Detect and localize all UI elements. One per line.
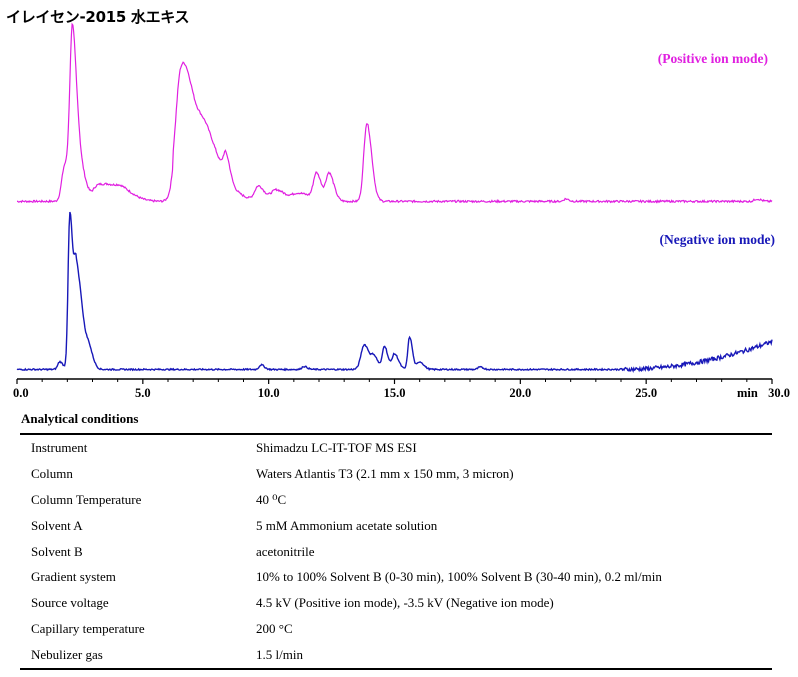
x-tick-label: 20.0	[509, 386, 531, 400]
condition-name: Column Temperature	[31, 491, 142, 507]
table-row: Nebulizer gas 1.5 l/min	[20, 642, 772, 669]
condition-name: Capillary temperature	[31, 621, 145, 637]
table-row: Column Temperature 40 ⁰C	[20, 487, 772, 513]
table-row: Gradient system 10% to 100% Solvent B (0-…	[20, 564, 772, 590]
condition-value: 10% to 100% Solvent B (0-30 min), 100% S…	[256, 569, 662, 585]
analytical-conditions: Analytical conditions Instrument Shimadzu…	[20, 411, 772, 671]
conditions-title: Analytical conditions	[21, 411, 139, 426]
table-row: Column Waters Atlantis T3 (2.1 mm x 150 m…	[20, 461, 772, 487]
condition-name: Nebulizer gas	[31, 647, 103, 663]
condition-name: Source voltage	[31, 595, 109, 611]
x-axis-ticks: 0.0 5.0 10.0 15.0 20.0 25.0 30.0	[13, 379, 790, 400]
condition-value: 200 °C	[256, 621, 293, 637]
table-row: Instrument Shimadzu LC-IT-TOF MS ESI	[20, 434, 772, 461]
figure-title: イレイセン-2015 水エキス	[6, 8, 190, 26]
condition-value: Waters Atlantis T3 (2.1 mm x 150 mm, 3 m…	[256, 465, 514, 481]
x-tick-label: 10.0	[258, 386, 280, 400]
table-row: Source voltage 4.5 kV (Positive ion mode)…	[20, 590, 772, 616]
table-row: Solvent B acetonitrile	[20, 539, 772, 565]
positive-series-label: (Positive ion mode)	[658, 51, 768, 66]
x-tick-label: 30.0	[768, 386, 790, 400]
x-tick-label: 15.0	[384, 386, 406, 400]
conditions-table: Instrument Shimadzu LC-IT-TOF MS ESI Colum…	[20, 433, 772, 671]
table-row: Capillary temperature 200 °C	[20, 616, 772, 642]
condition-value: 40 ⁰C	[256, 491, 287, 507]
condition-name: Column	[31, 465, 73, 481]
condition-value: 1.5 l/min	[256, 647, 303, 663]
negative-series-label: (Negative ion mode)	[660, 232, 775, 247]
negative-ion-trace	[16, 211, 773, 373]
table-row: Solvent A 5 mM Ammonium acetate solution	[20, 513, 772, 539]
condition-name: Solvent A	[31, 517, 83, 533]
condition-value: acetonitrile	[256, 543, 315, 559]
positive-ion-trace	[16, 22, 773, 204]
condition-value: 5 mM Ammonium acetate solution	[256, 517, 438, 533]
condition-value: 4.5 kV (Positive ion mode), -3.5 kV (Neg…	[256, 595, 554, 611]
condition-name: Solvent B	[31, 543, 83, 559]
x-tick-label: 0.0	[13, 386, 29, 400]
chromatogram-chart: (Positive ion mode) (Negative ion mode) …	[13, 22, 790, 400]
x-tick-label: 25.0	[635, 386, 657, 400]
x-tick-label: 5.0	[135, 386, 151, 400]
condition-name: Instrument	[31, 439, 88, 455]
x-axis-label: min	[737, 386, 758, 400]
condition-name: Gradient system	[31, 569, 116, 585]
condition-value: Shimadzu LC-IT-TOF MS ESI	[256, 439, 417, 455]
